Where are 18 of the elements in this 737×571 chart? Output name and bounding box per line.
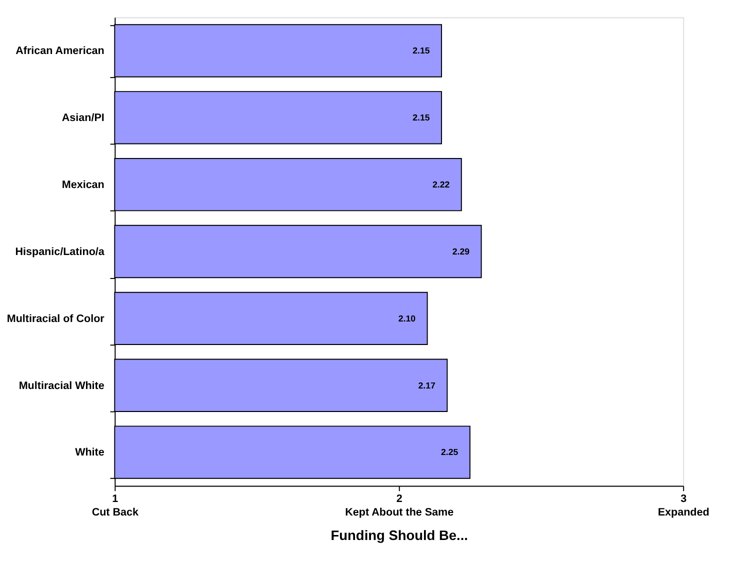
y-tick-label: Hispanic/Latino/a — [15, 246, 106, 258]
x-axis-title: Funding Should Be... — [330, 528, 468, 544]
data-label: 2.25 — [441, 447, 458, 458]
data-label: 2.15 — [412, 112, 430, 123]
data-label: 2.29 — [452, 246, 470, 256]
data-label: 2.15 — [412, 46, 430, 56]
y-tick-label: Mexican — [62, 179, 104, 192]
y-tick-label: Multiracial White — [18, 380, 104, 392]
x-tick-label: 1 Cut Back — [92, 492, 138, 519]
data-label: 2.10 — [398, 313, 416, 324]
data-label: 2.22 — [432, 180, 450, 190]
y-tick-label: White — [75, 446, 104, 459]
data-label: 2.17 — [418, 380, 436, 390]
x-tick-label: 2 Kept About the Same — [345, 492, 454, 519]
y-tick-label: African American — [16, 45, 104, 58]
x-tick-label: 3 Expanded — [658, 492, 710, 519]
y-tick-label: Asian/PI — [62, 112, 104, 124]
y-tick-label: Multiracial of Color — [6, 312, 106, 325]
